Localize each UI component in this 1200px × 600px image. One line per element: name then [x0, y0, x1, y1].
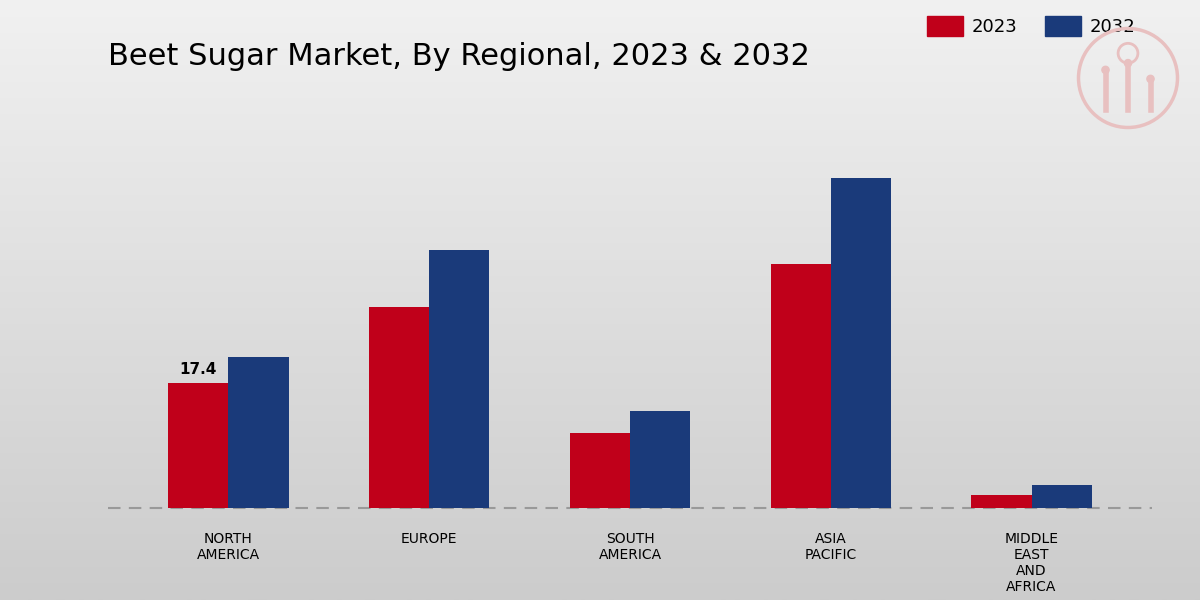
Circle shape — [1102, 66, 1109, 73]
Bar — [971, 495, 1032, 508]
Text: Beet Sugar Market, By Regional, 2023 & 2032: Beet Sugar Market, By Regional, 2023 & 2… — [108, 42, 810, 71]
Bar — [830, 178, 890, 508]
Bar — [168, 383, 228, 508]
Bar — [430, 250, 490, 508]
Text: 17.4: 17.4 — [180, 362, 217, 377]
Bar — [228, 358, 289, 508]
Bar — [770, 265, 830, 508]
Circle shape — [1124, 59, 1132, 67]
Bar — [370, 307, 430, 508]
Legend: 2023, 2032: 2023, 2032 — [919, 9, 1142, 43]
Circle shape — [1147, 75, 1154, 82]
Bar — [630, 411, 690, 508]
Bar — [1032, 485, 1092, 508]
Bar — [570, 433, 630, 508]
